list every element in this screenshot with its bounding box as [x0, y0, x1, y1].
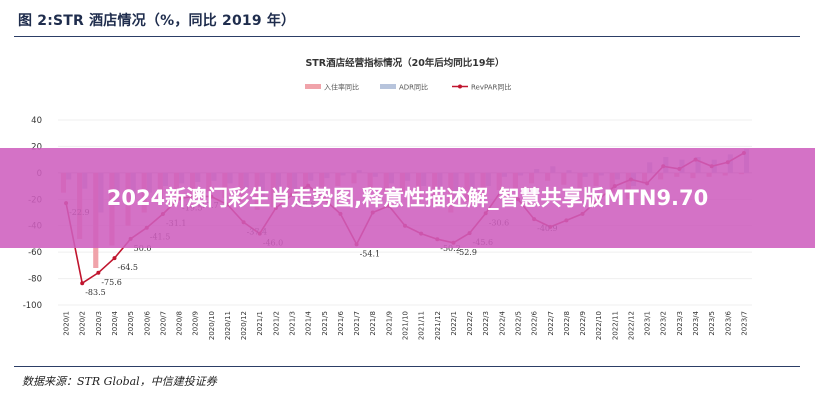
x-tick-label: 2020/9 [192, 311, 200, 336]
bottom-rule [14, 366, 800, 367]
x-tick-label: 2023/5 [708, 311, 716, 336]
x-tick-label: 2020/11 [224, 311, 232, 340]
banner-text: 2024新澳门彩生肖走势图,释意性描述解_智慧共享版MTN9.70 [106, 186, 709, 210]
x-tick-label: 2022/7 [547, 311, 555, 336]
legend-swatch [305, 84, 321, 89]
x-tick-label: 2020/7 [159, 311, 167, 336]
x-tick-label: 2022/12 [627, 311, 635, 340]
legend-label: ADR同比 [399, 83, 428, 92]
y-tick-label: 40 [31, 116, 42, 126]
x-tick-label: 2021/3 [289, 311, 297, 336]
data-label: -64.5 [117, 263, 138, 272]
data-label: 50.0 [134, 244, 152, 253]
x-tick-label: 2020/1 [63, 311, 71, 336]
x-tick-label: 2021/7 [353, 311, 361, 336]
chart-title: STR酒店经营指标情况（20年后均同比19年） [305, 57, 504, 69]
x-tick-label: 2022/11 [611, 311, 619, 340]
data-label: -52.9 [456, 248, 477, 257]
y-tick-label: -60 [28, 248, 42, 258]
x-axis: 2020/1 2020/2 2020/3 2020/4 2020/5 2020/6 2020… [63, 310, 749, 340]
revpar-point [80, 281, 85, 286]
y-tick-label: -100 [23, 301, 42, 311]
x-tick-label: 2023/3 [676, 311, 684, 336]
figure-title: 图 2:STR 酒店情况（%，同比 2019 年） [18, 13, 296, 29]
x-tick-label: 2022/9 [579, 311, 587, 336]
x-tick-label: 2020/12 [240, 311, 248, 340]
source-note: 数据来源：STR Global，中信建投证券 [22, 375, 217, 388]
x-tick-label: 2022/2 [466, 311, 474, 336]
x-tick-label: 2023/6 [724, 310, 732, 335]
x-tick-label: 2021/12 [434, 311, 442, 340]
x-tick-label: 2023/7 [740, 311, 748, 336]
data-label: -54.1 [360, 249, 381, 258]
revpar-point [112, 256, 117, 261]
x-tick-label: 2021/4 [305, 310, 313, 335]
x-tick-label: 2020/8 [176, 311, 184, 336]
x-tick-label: 2020/2 [79, 311, 87, 336]
x-tick-label: 2022/3 [482, 311, 490, 336]
x-tick-label: 2021/6 [337, 310, 345, 335]
data-label: -83.5 [85, 288, 106, 297]
x-tick-label: 2021/2 [272, 311, 280, 336]
title-rule [14, 36, 800, 37]
x-tick-label: 2021/1 [256, 311, 264, 336]
x-tick-label: 2023/4 [692, 310, 700, 335]
revpar-point [96, 270, 101, 275]
x-tick-label: 2022/8 [563, 311, 571, 336]
x-tick-label: 2022/6 [531, 310, 539, 335]
x-tick-label: 2020/10 [208, 311, 216, 340]
x-tick-label: 2021/10 [402, 311, 410, 340]
x-tick-label: 2020/6 [143, 310, 151, 335]
x-tick-label: 2020/5 [127, 311, 135, 336]
x-tick-label: 2022/4 [498, 310, 506, 335]
overlay-banner: 2024新澳门彩生肖走势图,释意性描述解_智慧共享版MTN9.70 [0, 148, 815, 248]
x-tick-label: 2022/10 [595, 311, 603, 340]
legend-label: RevPAR同比 [471, 83, 511, 92]
x-tick-label: 2023/1 [644, 311, 652, 336]
x-tick-label: 2022/1 [450, 311, 458, 336]
data-label: -50.2 [440, 244, 461, 253]
data-label: -75.6 [101, 278, 122, 287]
legend-swatch [380, 84, 396, 89]
x-tick-label: 2020/4 [111, 310, 119, 335]
y-tick-label: 20 [31, 142, 42, 152]
x-tick-label: 2021/9 [385, 311, 393, 336]
legend-label: 入住率同比 [324, 83, 359, 92]
x-tick-label: 2020/3 [95, 311, 103, 336]
x-tick-label: 2021/5 [321, 311, 329, 336]
x-tick-label: 2022/5 [514, 311, 522, 336]
x-tick-label: 2021/11 [418, 311, 426, 340]
x-tick-label: 2021/8 [369, 311, 377, 336]
legend: 入住率同比 ADR同比 RevPAR同比 [305, 83, 511, 92]
legend-swatch-marker [458, 84, 462, 89]
y-tick-label: -80 [28, 275, 42, 285]
x-tick-label: 2023/2 [660, 311, 668, 336]
